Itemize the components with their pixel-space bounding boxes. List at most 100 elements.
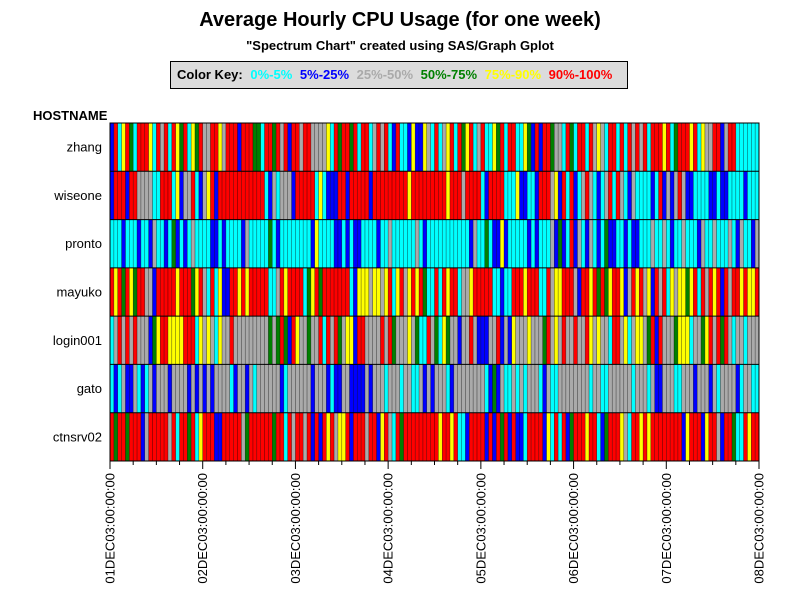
cell-mayuko-h162 [735,267,740,317]
cell-zhang-h84 [434,123,439,172]
cell-gato-h40 [264,364,269,413]
cell-pronto-h81 [422,219,427,268]
cell-login001-h20 [187,316,192,365]
cell-wiseone-h101 [500,171,505,220]
cell-login001-h43 [276,316,281,365]
cell-gato-h116 [558,364,563,413]
cell-mayuko-h134 [627,267,632,317]
cell-wiseone-h15 [167,171,172,220]
cell-pronto-h122 [581,219,586,268]
cell-zhang-h127 [600,123,605,172]
cell-login001-h71 [384,316,389,365]
cell-pronto-h11 [152,219,157,268]
cell-gato-h20 [187,364,192,413]
cell-zhang-h121 [577,123,582,172]
cell-zhang-h50 [303,123,308,172]
cell-gato-h144 [666,364,671,413]
cell-zhang-h139 [646,123,651,172]
cell-wiseone-h165 [747,171,752,220]
cell-pronto-h12 [156,219,161,268]
cell-mayuko-h106 [519,267,524,317]
cell-ctnsrv02-h157 [716,412,721,461]
cell-login001-h93 [469,316,474,365]
cell-wiseone-h33 [237,171,242,220]
cell-wiseone-h62 [349,171,354,220]
cell-wiseone-h140 [650,171,655,220]
cell-mayuko-h118 [565,267,570,317]
cell-login001-h153 [701,316,705,365]
cell-mayuko-h79 [415,267,420,317]
legend-entry-90-100: 90%-100% [548,67,613,82]
cell-zhang-h54 [318,123,323,172]
cell-login001-h21 [191,316,196,365]
cell-ctnsrv02-h69 [376,412,381,461]
cell-zhang-h95 [476,123,481,172]
cell-pronto-h69 [376,219,381,268]
cell-login001-h68 [372,316,377,365]
cell-gato-h64 [357,364,362,413]
cell-zhang-h104 [511,123,516,172]
cell-gato-h18 [179,364,184,413]
cell-wiseone-h0 [110,171,114,220]
cell-mayuko-h52 [310,267,315,317]
cell-ctnsrv02-h91 [461,412,466,461]
cell-ctnsrv02-h4 [125,412,130,461]
cell-zhang-h79 [415,123,420,172]
cell-wiseone-h21 [191,171,196,220]
cell-wiseone-h102 [504,171,508,220]
cell-zhang-h81 [422,123,427,172]
cell-mayuko-h141 [654,267,659,317]
cell-gato-h13 [160,364,165,413]
cell-wiseone-h108 [527,171,532,220]
cell-pronto-h68 [372,219,377,268]
cell-ctnsrv02-h17 [175,412,180,461]
cell-login001-h116 [558,316,563,365]
cell-wiseone-h57 [330,171,335,220]
cell-ctnsrv02-h137 [639,412,644,461]
cell-wiseone-h41 [268,171,273,220]
cell-login001-h38 [256,316,261,365]
cell-ctnsrv02-h3 [121,412,126,461]
cell-pronto-h5 [129,219,134,268]
cell-zhang-h70 [380,123,385,172]
cell-wiseone-h65 [361,171,366,220]
cell-mayuko-h16 [171,267,176,317]
cell-login001-h101 [500,316,505,365]
cell-login001-h115 [554,316,559,365]
cell-zhang-h43 [276,123,281,172]
cell-wiseone-h30 [225,171,230,220]
cell-gato-h118 [565,364,570,413]
cell-login001-h73 [392,316,396,365]
cell-login001-h84 [434,316,439,365]
cell-gato-h6 [133,364,138,413]
cell-wiseone-h160 [728,171,733,220]
cell-mayuko-h70 [380,267,385,317]
cell-zhang-h58 [334,123,338,172]
cell-mayuko-h19 [183,267,188,317]
cell-wiseone-h50 [303,171,308,220]
cell-gato-h50 [303,364,308,413]
cell-gato-h101 [500,364,505,413]
cell-ctnsrv02-h111 [538,412,543,461]
cell-login001-h69 [376,316,381,365]
cell-pronto-h103 [507,219,512,268]
cell-zhang-h124 [589,123,593,172]
cell-gato-h135 [631,364,636,413]
cell-zhang-h75 [399,123,404,172]
cell-gato-h30 [225,364,230,413]
cell-wiseone-h11 [152,171,157,220]
cell-wiseone-h59 [337,171,342,220]
cell-zhang-h156 [712,123,717,172]
cell-gato-h97 [484,364,489,413]
cell-ctnsrv02-h103 [507,412,512,461]
cell-mayuko-h6 [133,267,138,317]
cell-login001-h142 [658,316,663,365]
cell-wiseone-h34 [241,171,246,220]
cell-wiseone-h158 [720,171,725,220]
cell-mayuko-h27 [214,267,219,317]
cell-pronto-h77 [407,219,412,268]
cell-zhang-h32 [233,123,238,172]
cell-mayuko-h53 [314,267,319,317]
cell-mayuko-h63 [353,267,358,317]
cell-mayuko-h15 [167,267,172,317]
